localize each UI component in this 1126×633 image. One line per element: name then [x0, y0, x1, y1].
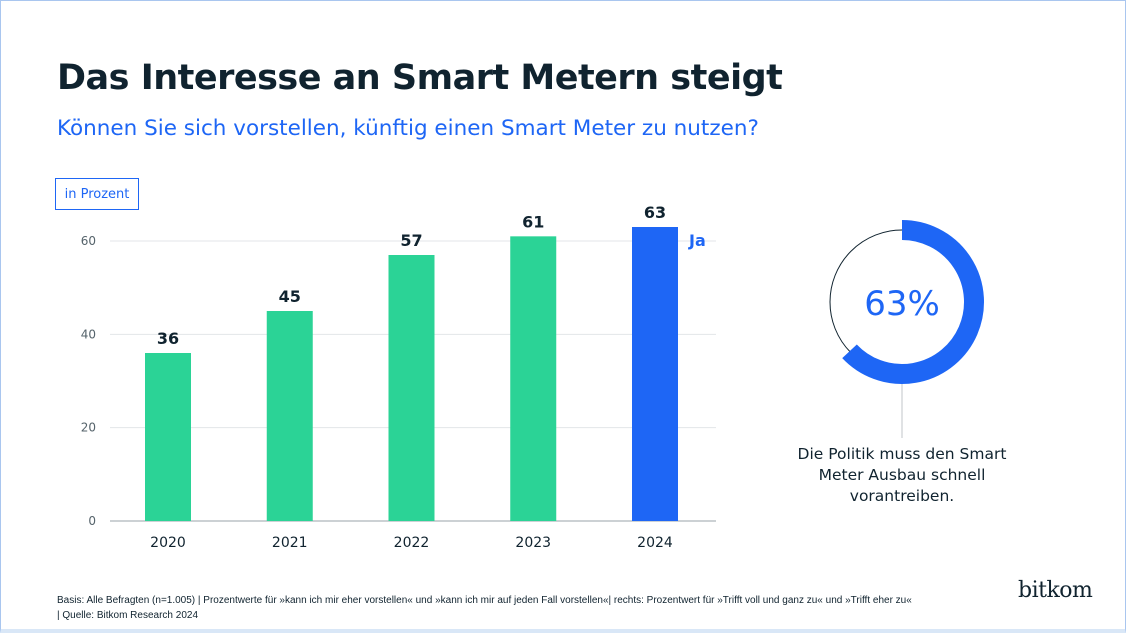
x-tick-label: 2020	[150, 535, 186, 551]
data-label: 57	[400, 231, 422, 250]
donut-note: Die Politik muss den Smart Meter Ausbau …	[797, 445, 1007, 505]
page-subtitle: Können Sie sich vorstellen, künftig eine…	[57, 116, 759, 141]
page-title: Das Interesse an Smart Metern steigt	[57, 58, 783, 98]
bar-2021	[266, 311, 313, 521]
y-tick-label: 40	[81, 327, 96, 341]
data-label: 61	[522, 212, 544, 231]
bar-2022	[388, 255, 435, 521]
x-tick-label: 2023	[515, 535, 551, 551]
y-tick-label: 60	[81, 234, 96, 248]
bitkom-logo: bitkom	[1018, 578, 1093, 603]
bar-2024	[632, 227, 678, 521]
x-tick-label: 2024	[637, 535, 673, 551]
donut-value: 63%	[864, 284, 940, 324]
x-tick-label: 2022	[394, 535, 430, 551]
donut-arc	[842, 220, 984, 384]
bar-2020	[145, 353, 191, 521]
data-label: 45	[279, 287, 301, 306]
bar-2023	[510, 236, 557, 522]
footer-source: | Quelle: Bitkom Research 2024	[57, 610, 199, 621]
data-label: 63	[644, 203, 666, 222]
unit-label: in Prozent	[55, 178, 139, 210]
data-label: 36	[157, 329, 179, 348]
footer-basis: Basis: Alle Befragten (n=1.005) | Prozen…	[57, 595, 912, 606]
y-tick-label: 20	[81, 421, 96, 435]
y-tick-label: 0	[88, 514, 96, 528]
footer: Basis: Alle Befragten (n=1.005) | Prozen…	[57, 593, 977, 623]
x-tick-label: 2021	[272, 535, 308, 551]
series-annotation: Ja	[688, 231, 706, 250]
